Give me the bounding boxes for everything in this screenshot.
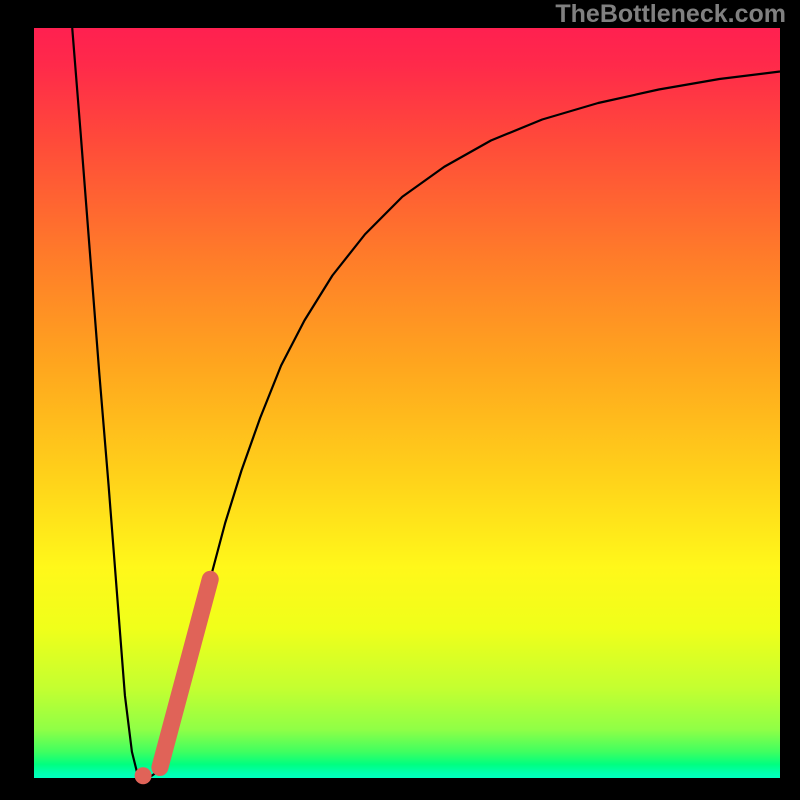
chart-svg bbox=[0, 0, 800, 800]
watermark-text: TheBottleneck.com bbox=[555, 0, 786, 29]
marker-dot bbox=[135, 767, 152, 784]
chart-root: TheBottleneck.com bbox=[0, 0, 800, 800]
gradient-background bbox=[34, 28, 780, 778]
